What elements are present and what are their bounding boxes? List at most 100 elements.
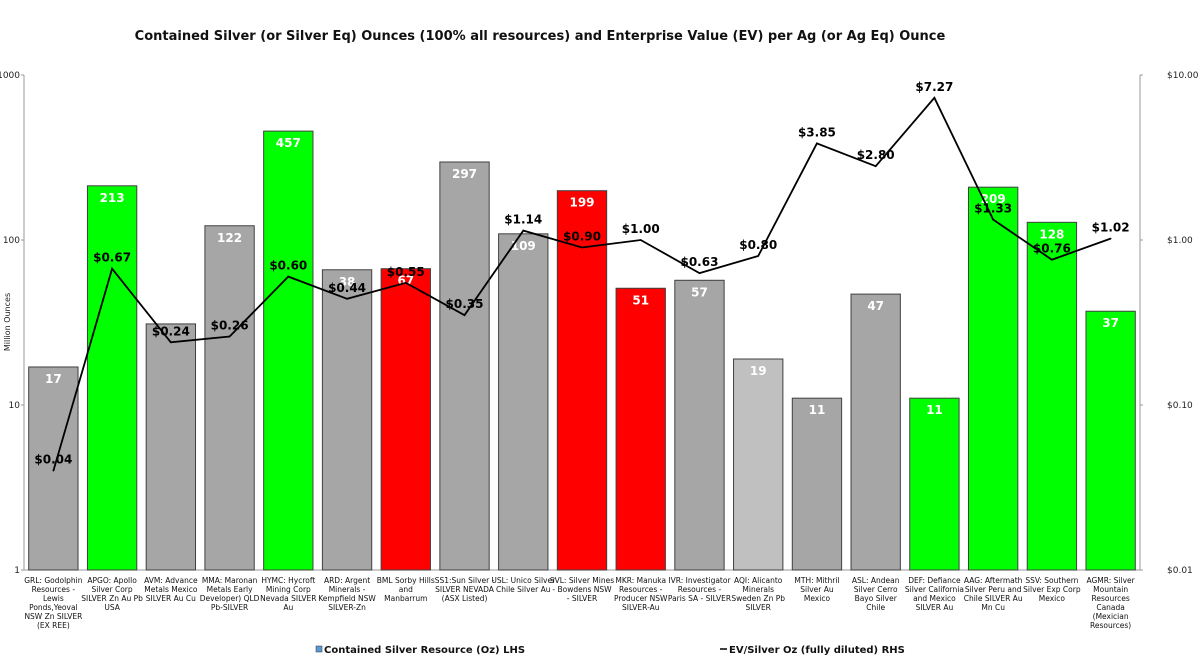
- line-value-label: $0.90: [563, 230, 601, 244]
- line-value-label: $0.63: [680, 255, 718, 269]
- line-point: [698, 272, 701, 274]
- line-value-label: $0.04: [34, 453, 72, 467]
- y-right-tick-label: $10.00: [1167, 71, 1199, 81]
- line-point: [1109, 237, 1112, 240]
- bar-value-label: 57: [691, 285, 708, 299]
- bar-value-label: 213: [100, 191, 125, 205]
- bar-value-label: 51: [632, 293, 649, 307]
- line-point: [228, 335, 231, 338]
- line-value-label: $0.26: [211, 319, 249, 333]
- line-series: [52, 96, 1112, 472]
- bar-value-label: 199: [569, 196, 594, 210]
- line-data-labels: $0.04 $0.67 $0.24 $0.26 $0.60 $0.44 $0.55 $0.35…: [34, 80, 1129, 467]
- legend-bar-swatch: [315, 645, 323, 653]
- bar: [263, 130, 314, 571]
- bar: [967, 186, 1019, 571]
- legend: Contained Silver Resource (Oz) LHS EV/Si…: [315, 645, 905, 656]
- y-left-tick-label: 10: [9, 401, 21, 411]
- line-point: [404, 282, 407, 284]
- category-label: BML Sorby Hills and Manbarrum: [377, 576, 435, 603]
- category-label: HYMC: Hycroft Mining Corp Nevada SILVER Au: [260, 576, 316, 612]
- bar: [204, 225, 255, 571]
- line-value-label: $0.80: [739, 238, 777, 252]
- bar: [498, 233, 549, 571]
- line-point: [639, 239, 642, 241]
- category-label: SVL: Silver Mines - Bowdens NSW - SILVER: [550, 576, 614, 603]
- category-label: MMA: Maronan Metals Early Developer) QLD Pb…: [200, 576, 260, 612]
- bar: [1026, 221, 1078, 571]
- category-labels: GRL: Godolphin Resources -Lewis Ponds,Yeov…: [24, 576, 1135, 630]
- line-point: [52, 469, 55, 472]
- bar: [145, 323, 197, 571]
- bar: [674, 279, 725, 571]
- bar-value-label: 209: [981, 192, 1006, 206]
- line-value-label: $0.60: [269, 259, 307, 273]
- bar: [1085, 310, 1136, 571]
- category-label: AVM: Advance Metals Mexico SILVER Au Cu: [144, 576, 198, 603]
- line-point: [933, 97, 936, 99]
- line-point: [170, 341, 172, 344]
- line-point: [874, 165, 877, 168]
- line-value-label: $0.24: [152, 324, 190, 338]
- line-value-label: $1.02: [1092, 221, 1130, 235]
- line-value-label: $7.27: [915, 80, 953, 94]
- bar: [321, 269, 373, 571]
- bar: [733, 358, 784, 571]
- bar-value-label: 19: [750, 364, 767, 378]
- line-point: [757, 255, 760, 257]
- bar-value-label: 47: [867, 299, 884, 313]
- bar-value-label: 297: [452, 167, 477, 181]
- category-label: DEF: Defiance Silver California and Mexico…: [905, 576, 964, 612]
- bar-value-label: 17: [45, 372, 62, 386]
- bar-value-label: 457: [276, 136, 301, 150]
- bar-value-label: 38: [339, 275, 356, 289]
- category-label: USL: Unico Silver Chile Silver Au: [491, 576, 556, 594]
- line-point: [346, 298, 348, 300]
- line-value-label: $0.55: [387, 265, 425, 279]
- bar-value-label: 11: [809, 403, 826, 417]
- line-point: [522, 229, 525, 232]
- bar: [791, 397, 843, 571]
- bar: [909, 397, 960, 571]
- category-label: AQI: Alicanto Minerals Sweden Zn Pb SILVER: [731, 576, 785, 612]
- bar-value-label: 37: [1102, 316, 1119, 330]
- line-value-label: $0.35: [446, 297, 484, 311]
- bar: [439, 161, 490, 571]
- bar: [86, 185, 138, 571]
- category-label: SS1:Sun Silver -SILVER NEVADA (ASX Listed…: [435, 576, 495, 603]
- bar-value-label: 122: [217, 231, 242, 245]
- line-value-label: $1.33: [974, 202, 1012, 216]
- line-value-label: $1.00: [622, 222, 660, 236]
- category-label: ASL: Andean Silver Cerro Bayo Silver Chile: [852, 576, 900, 612]
- line-point: [287, 275, 290, 278]
- line-point: [816, 142, 818, 145]
- bar: [615, 287, 666, 571]
- line-point: [581, 246, 583, 249]
- bar: [850, 293, 901, 571]
- category-label: MKR: Manuka Resources -Producer NSW SILVER…: [614, 576, 668, 612]
- line-point: [463, 314, 466, 317]
- legend-line-label: EV/Silver Oz (fully diluted) RHS: [729, 645, 905, 656]
- legend-bar-label: Contained Silver Resource (Oz) LHS: [324, 645, 525, 656]
- category-label: MTH: Mithril Silver Au Mexico: [794, 576, 839, 603]
- y-axis-label: Million Ounces: [3, 293, 12, 351]
- line-point: [111, 267, 113, 270]
- bar-value-label: 11: [926, 403, 943, 417]
- category-label: IVR: Investigator Resources -Paris SA - S…: [668, 576, 732, 603]
- y-right-tick-label: $1.00: [1167, 236, 1193, 246]
- line-value-label: $0.44: [328, 281, 366, 295]
- bar: [380, 268, 431, 571]
- y-right-tick-label: $0.10: [1167, 401, 1193, 411]
- category-label: AAG: Aftermath Silver Peru and Chile SILVE…: [964, 576, 1023, 612]
- line-value-label: $0.67: [93, 251, 131, 265]
- category-label: GRL: Godolphin Resources -Lewis Ponds,Yeov…: [24, 576, 83, 630]
- category-label: SSV: Southern Silver Exp Corp Mexico: [1023, 576, 1081, 603]
- chart-title: Contained Silver (or Silver Eq) Ounces (…: [135, 29, 946, 44]
- y-left-tick-label: 1: [14, 566, 20, 576]
- line-point: [992, 218, 994, 221]
- bar: [556, 190, 608, 571]
- y-left-tick-label: 100: [3, 236, 20, 246]
- line-value-label: $2.80: [857, 148, 895, 162]
